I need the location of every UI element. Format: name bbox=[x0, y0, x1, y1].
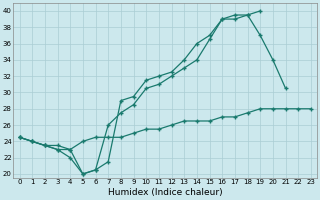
X-axis label: Humidex (Indice chaleur): Humidex (Indice chaleur) bbox=[108, 188, 222, 197]
